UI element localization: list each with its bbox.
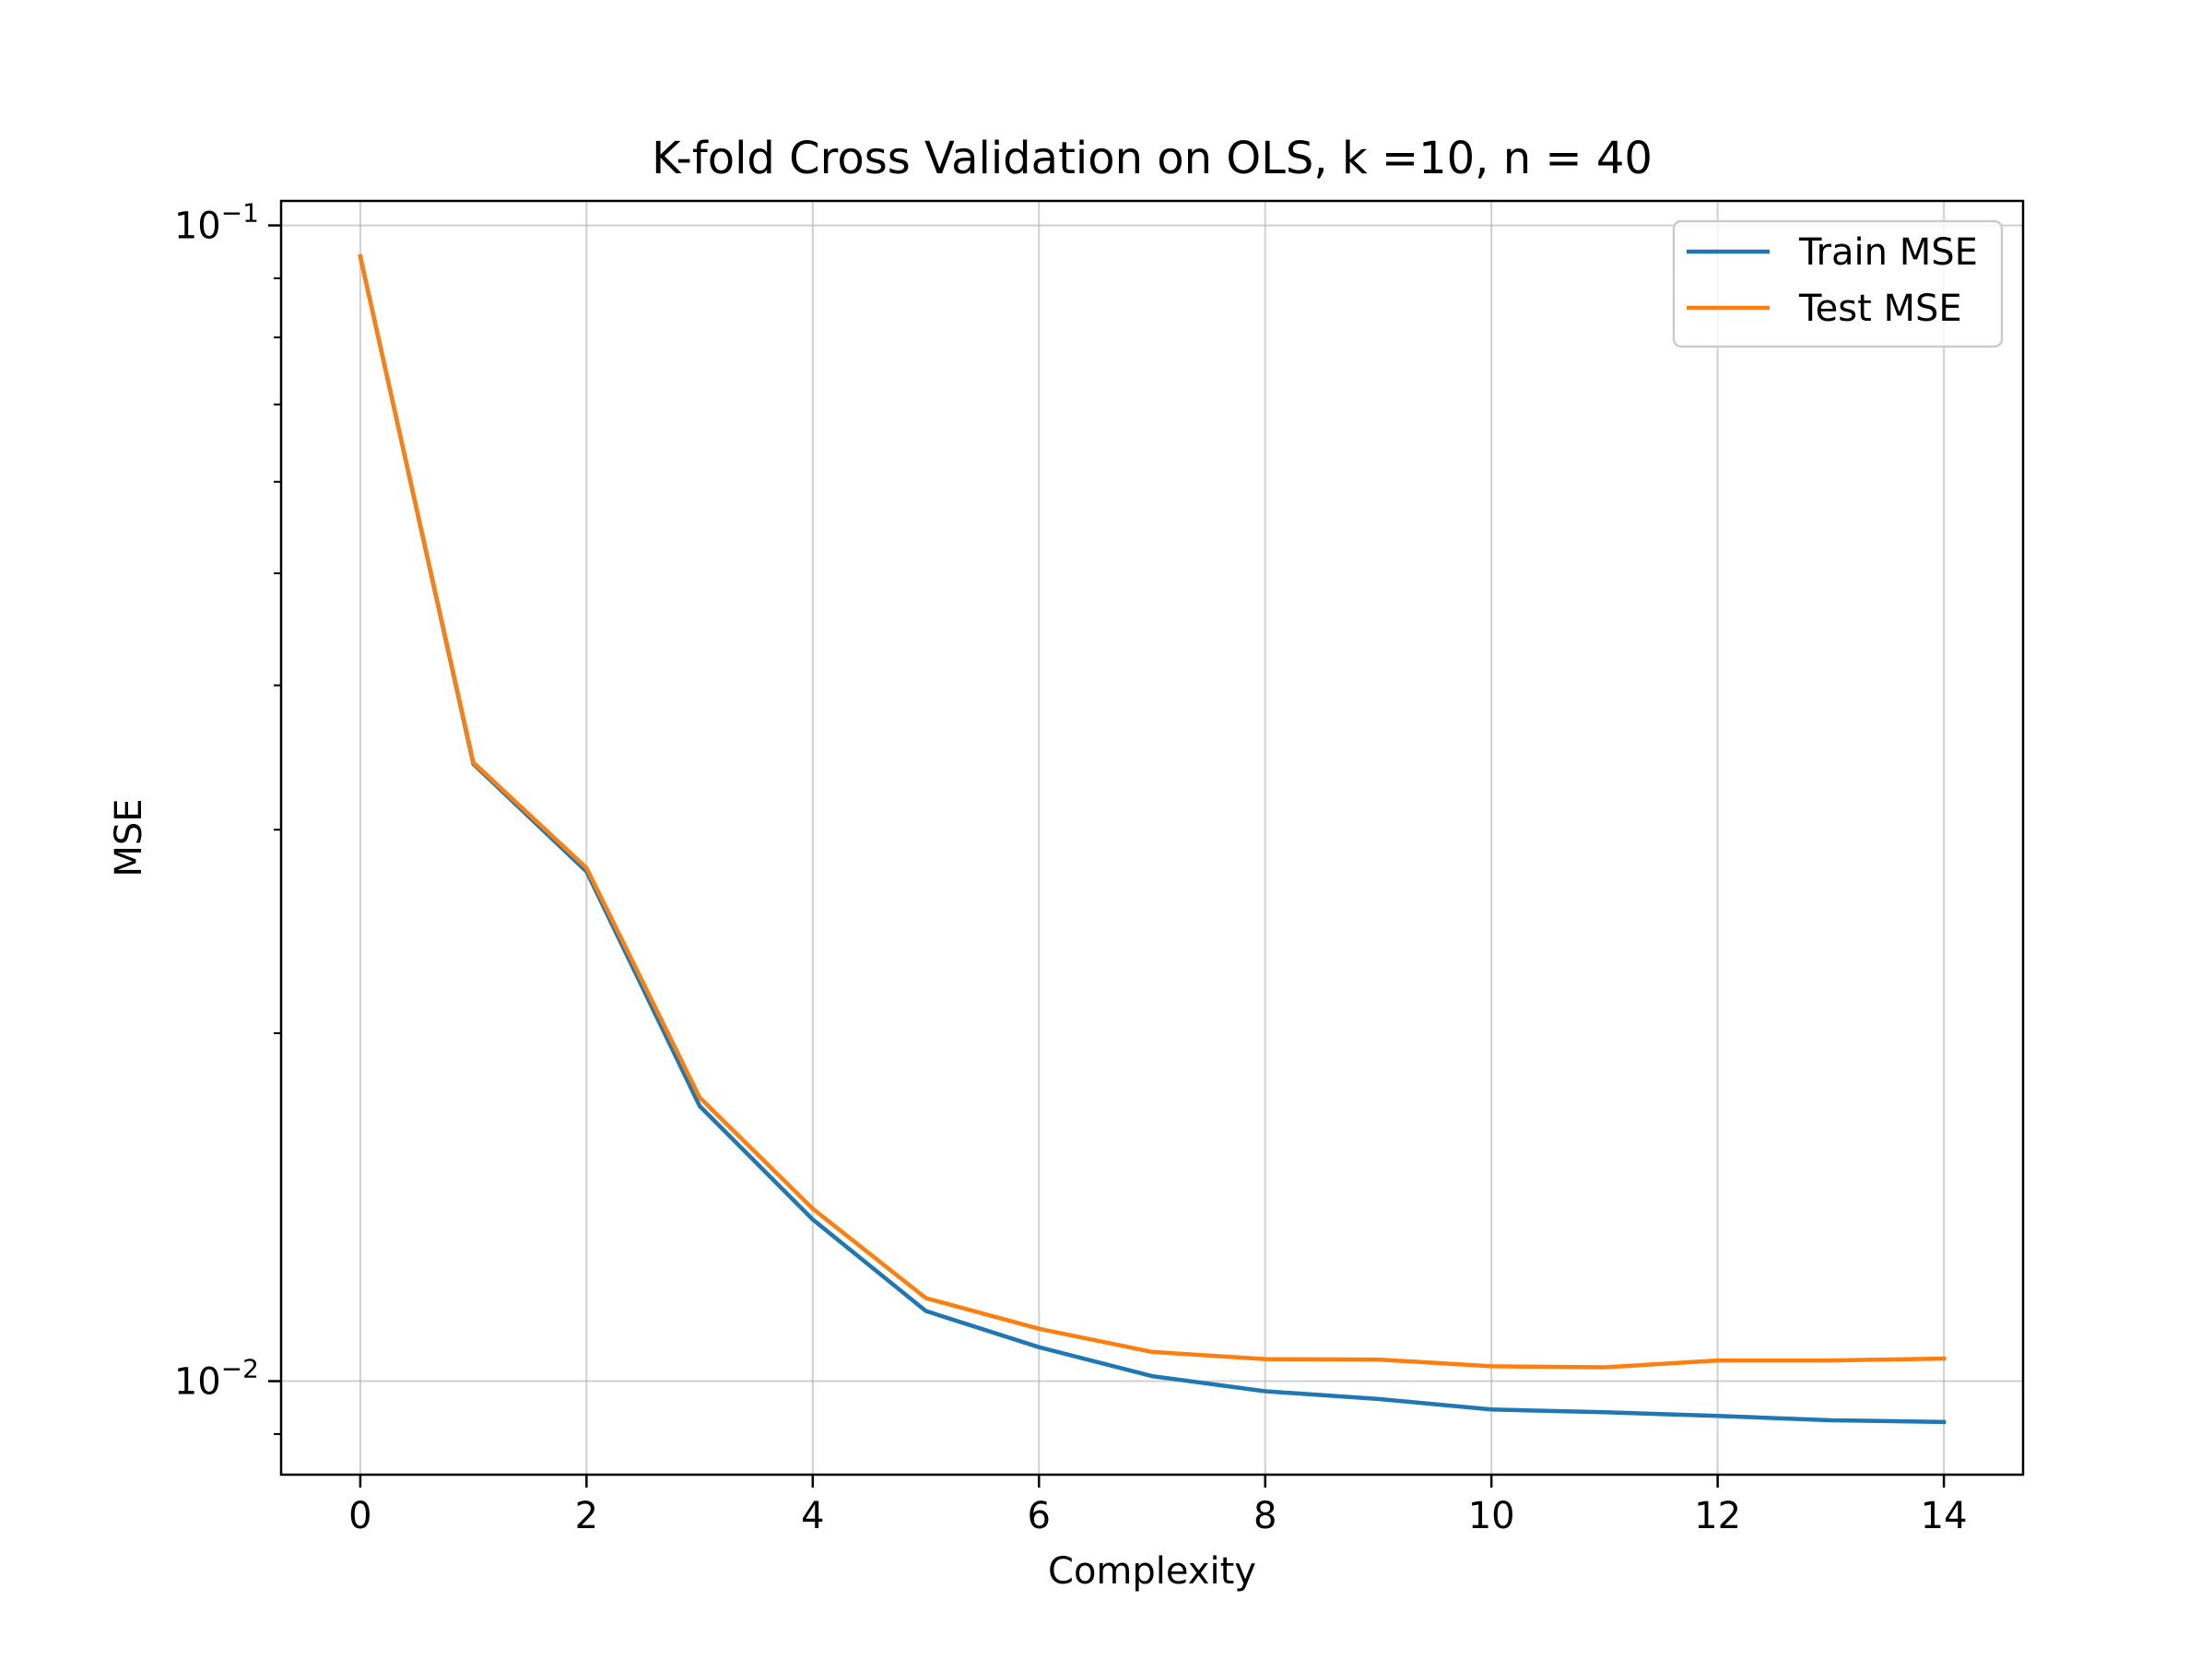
y-tick-label: 10−2 (174, 1354, 259, 1404)
legend-label-train-mse: Train MSE (1798, 231, 1978, 274)
grid-lines (281, 201, 2023, 1475)
y-tick-label: 10−1 (174, 198, 259, 248)
x-tick-label: 12 (1694, 1495, 1741, 1537)
x-tick-label: 6 (1028, 1495, 1051, 1537)
x-tick-label: 10 (1468, 1495, 1515, 1537)
legend: Train MSE Test MSE (1672, 219, 2004, 348)
x-tick-label: 8 (1253, 1495, 1277, 1537)
series-lines (358, 253, 1947, 1425)
x-axis-label: Complexity (1048, 1550, 1256, 1593)
legend-label-test-mse: Test MSE (1798, 288, 1962, 330)
x-tick-label: 2 (575, 1495, 598, 1537)
x-tick-label: 0 (348, 1495, 371, 1537)
x-tick-label: 4 (801, 1495, 824, 1537)
axis-ticks: 0 2 4 6 8 10 12 14 10−1 10−2 (174, 198, 1968, 1537)
y-axis-label: MSE (108, 798, 150, 877)
series-line-test-mse (358, 253, 1947, 1370)
plot-frame (279, 199, 2025, 1477)
chart-title: K-fold Cross Validation on OLS, k =10, n… (652, 133, 1653, 184)
series-line-train-mse (358, 253, 1947, 1425)
x-tick-label: 14 (1921, 1495, 1968, 1537)
